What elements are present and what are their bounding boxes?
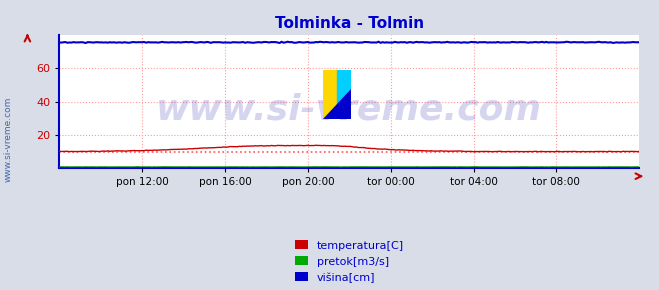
Bar	[322, 70, 337, 119]
Title: Tolminka - Tolmin: Tolminka - Tolmin	[275, 16, 424, 31]
Legend: temperatura[C], pretok[m3/s], višina[cm]: temperatura[C], pretok[m3/s], višina[cm]	[295, 240, 404, 283]
Text: www.si-vreme.com: www.si-vreme.com	[156, 93, 542, 126]
Polygon shape	[322, 89, 351, 119]
Text: www.si-vreme.com: www.si-vreme.com	[3, 97, 13, 182]
Bar	[337, 70, 351, 119]
